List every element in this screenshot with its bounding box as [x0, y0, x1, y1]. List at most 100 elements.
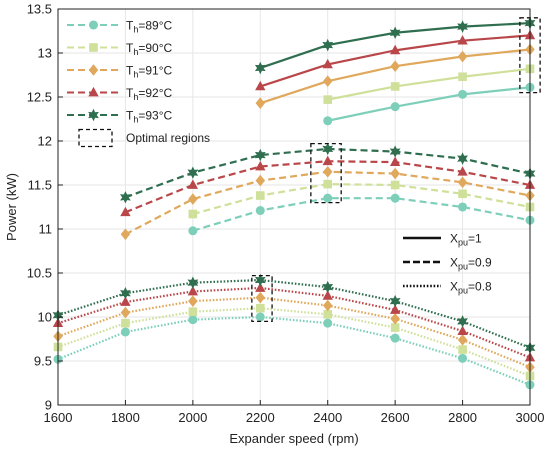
- legend-label-th91: Th=91°C: [126, 64, 173, 80]
- data-point-th89-xpu0.8: [390, 333, 400, 343]
- data-point-th90-xpu0.8: [255, 303, 265, 313]
- data-point-th90-xpu0.8: [121, 318, 130, 328]
- data-point-th93-xpu0.9: [187, 166, 199, 179]
- data-point-th93-xpu1: [254, 61, 266, 75]
- data-point-th89-xpu0.8: [458, 353, 468, 363]
- x-tick-label: 2000: [178, 410, 207, 425]
- legend-marker-th89: [88, 20, 99, 30]
- data-point-th92-xpu0.9: [120, 206, 131, 217]
- data-point-th92-xpu0.8: [322, 290, 333, 300]
- data-point-th92-xpu0.8: [255, 282, 266, 292]
- data-point-th92-xpu1: [457, 35, 468, 45]
- legend-label-optimal: Optimal regions: [126, 131, 210, 145]
- data-point-th89-xpu0.8: [120, 327, 130, 337]
- series-line-th90-xpu0.9: [192, 183, 531, 216]
- data-point-th90-xpu0.8: [188, 307, 198, 317]
- optimal-region-box: [251, 274, 273, 323]
- data-point-th90-xpu1: [323, 95, 333, 104]
- data-point-th93-xpu0.9: [457, 152, 468, 165]
- data-point-th90-xpu0.8: [390, 323, 400, 332]
- data-point-th92-xpu1: [322, 58, 333, 69]
- data-point-th92-xpu0.9: [322, 155, 333, 166]
- x-tick-label: 2200: [246, 410, 275, 425]
- data-point-th90-xpu0.9: [458, 189, 467, 199]
- legend-temperature: Th=89°C Th=90°C Th=91°C Th=92°C Th=93°C Optim…: [67, 19, 210, 148]
- legend-marker-th90: [89, 43, 98, 52]
- series-line-th93-xpu0.8: [57, 278, 531, 349]
- series-line-th90-xpu0.8: [57, 307, 531, 377]
- series-line-th89-xpu0.8: [57, 315, 531, 386]
- y-tick-label: 9.5: [34, 354, 52, 369]
- data-point-th91-xpu1: [390, 60, 400, 73]
- legend-label-th92: Th=92°C: [126, 86, 173, 102]
- data-point-th91-xpu1: [457, 50, 468, 63]
- data-point-th90-xpu1: [458, 72, 467, 82]
- y-tick-label: 13.5: [27, 2, 52, 17]
- data-point-th91-xpu0.9: [390, 167, 400, 180]
- data-point-th93-xpu0.9: [120, 191, 131, 204]
- x-tick-label: 2600: [381, 410, 410, 425]
- x-tick-label: 1600: [44, 410, 73, 425]
- data-point-th93-xpu0.8: [322, 280, 334, 294]
- data-point-th90-xpu0.9: [390, 180, 400, 190]
- data-point-th92-xpu0.9: [255, 160, 266, 171]
- data-point-th91-xpu1: [255, 97, 266, 109]
- data-point-th92-xpu0.8: [120, 296, 131, 306]
- optimal-region-box: [310, 142, 342, 204]
- data-point-th92-xpu1: [389, 44, 401, 55]
- legend-marker-th91: [88, 64, 99, 76]
- legend-xpu: Xpu=1 Xpu=0.9 Xpu=0.8: [403, 232, 492, 296]
- legend-label-th93: Th=93°C: [126, 109, 173, 125]
- data-point-th90-xpu0.8: [323, 310, 333, 319]
- series-line-th89-xpu1: [327, 86, 531, 122]
- data-point-th93-xpu1: [322, 38, 334, 52]
- data-point-th93-xpu0.8: [389, 294, 401, 308]
- plot-frame: [57, 8, 531, 406]
- data-point-th91-xpu0.8: [255, 291, 266, 304]
- data-point-th90-xpu0.9: [323, 179, 333, 189]
- data-point-th93-xpu0.8: [120, 287, 131, 300]
- data-point-th90-xpu1: [390, 82, 400, 91]
- data-point-th91-xpu0.8: [188, 295, 198, 307]
- legend-label-xpu-dashed: Xpu=0.9: [450, 256, 492, 272]
- legend-optimal-region-box: [78, 128, 113, 148]
- data-point-th91-xpu0.9: [120, 228, 131, 241]
- data-point-th91-xpu0.9: [255, 174, 266, 187]
- legend-label-th89: Th=89°C: [126, 19, 173, 35]
- legend-label-th90: Th=90°C: [126, 41, 173, 57]
- data-point-th90-xpu0.9: [255, 191, 265, 200]
- data-point-th89-xpu1: [458, 89, 468, 99]
- data-point-th93-xpu0.9: [322, 142, 334, 156]
- x-tick-label: 3000: [516, 410, 545, 425]
- x-tick-label: 1800: [111, 410, 140, 425]
- y-axis-label: Power (kW): [4, 173, 19, 241]
- data-point-th92-xpu0.9: [187, 179, 199, 189]
- legend-marker-th93: [88, 108, 99, 122]
- data-point-th93-xpu0.9: [389, 145, 401, 158]
- data-point-th89-xpu0.9: [255, 206, 265, 216]
- data-point-th93-xpu1: [389, 26, 401, 39]
- data-point-th93-xpu0.8: [457, 315, 468, 328]
- data-point-th90-xpu0.9: [188, 209, 198, 219]
- data-point-th91-xpu0.9: [322, 165, 333, 178]
- y-tick-label: 11: [39, 222, 53, 237]
- data-point-th93-xpu0.9: [254, 148, 266, 162]
- y-tick-label: 9: [45, 398, 52, 413]
- data-point-th92-xpu0.9: [457, 166, 468, 176]
- data-point-th91-xpu0.9: [188, 193, 198, 205]
- data-point-th89-xpu0.9: [390, 193, 400, 203]
- data-point-th89-xpu0.8: [323, 318, 333, 328]
- series-line-th90-xpu1: [327, 67, 531, 101]
- data-point-th89-xpu0.8: [188, 315, 198, 325]
- data-point-th89-xpu0.9: [323, 193, 333, 203]
- series-line-th91-xpu0.8: [57, 296, 531, 369]
- x-tick-label: 2400: [313, 410, 342, 425]
- data-point-th91-xpu0.8: [322, 299, 333, 312]
- data-point-th91-xpu0.8: [120, 306, 131, 319]
- data-point-th90-xpu0.8: [458, 345, 467, 354]
- legend-marker-th92: [88, 86, 99, 97]
- data-point-th89-xpu0.8: [255, 312, 265, 322]
- data-point-th92-xpu0.8: [187, 285, 199, 296]
